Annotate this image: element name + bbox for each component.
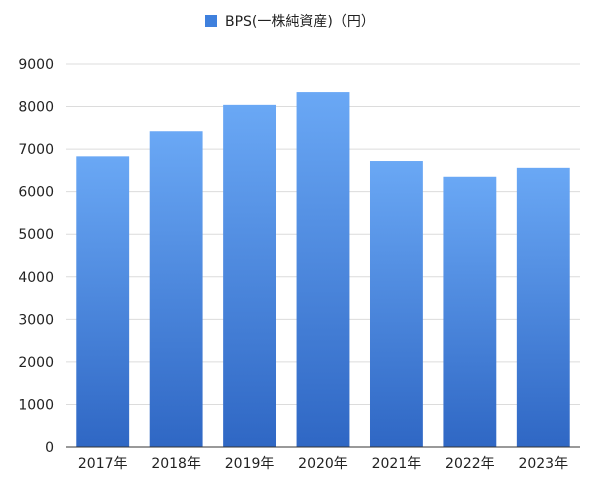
y-tick-label: 9000 xyxy=(18,57,54,73)
y-tick-label: 2000 xyxy=(18,355,54,371)
legend-label: BPS(一株純資産)（円） xyxy=(225,14,375,30)
legend-swatch xyxy=(205,15,217,27)
y-axis-tick-labels: 0 1000 2000 3000 4000 5000 6000 7000 8000 9000 xyxy=(18,57,54,456)
legend: BPS(一株純資産)（円） xyxy=(205,14,375,30)
y-tick-label: 5000 xyxy=(18,227,54,243)
bar-series xyxy=(76,92,570,447)
y-tick-label: 6000 xyxy=(18,185,54,201)
y-tick-label: 7000 xyxy=(18,142,54,158)
x-tick-label: 2020年 xyxy=(298,456,348,472)
y-tick-label: 0 xyxy=(45,440,54,456)
bar-2020年 xyxy=(296,92,350,447)
x-tick-label: 2017年 xyxy=(78,456,128,472)
bar-2018年 xyxy=(149,131,203,447)
y-tick-label: 1000 xyxy=(18,397,54,413)
x-tick-label: 2022年 xyxy=(445,456,495,472)
bar-2019年 xyxy=(223,104,277,447)
x-tick-label: 2019年 xyxy=(225,456,275,472)
x-axis-tick-labels: 2017年 2018年 2019年 2020年 2021年 2022年 2023年 xyxy=(78,456,568,472)
bar-2022年 xyxy=(443,176,497,447)
bar-2021年 xyxy=(369,161,423,447)
bar-2023年 xyxy=(516,167,570,447)
y-tick-label: 4000 xyxy=(18,270,54,286)
bar-2017年 xyxy=(76,156,130,447)
x-tick-label: 2023年 xyxy=(518,456,568,472)
x-tick-label: 2021年 xyxy=(372,456,422,472)
y-tick-label: 3000 xyxy=(18,312,54,328)
y-tick-label: 8000 xyxy=(18,100,54,116)
x-tick-label: 2018年 xyxy=(151,456,201,472)
